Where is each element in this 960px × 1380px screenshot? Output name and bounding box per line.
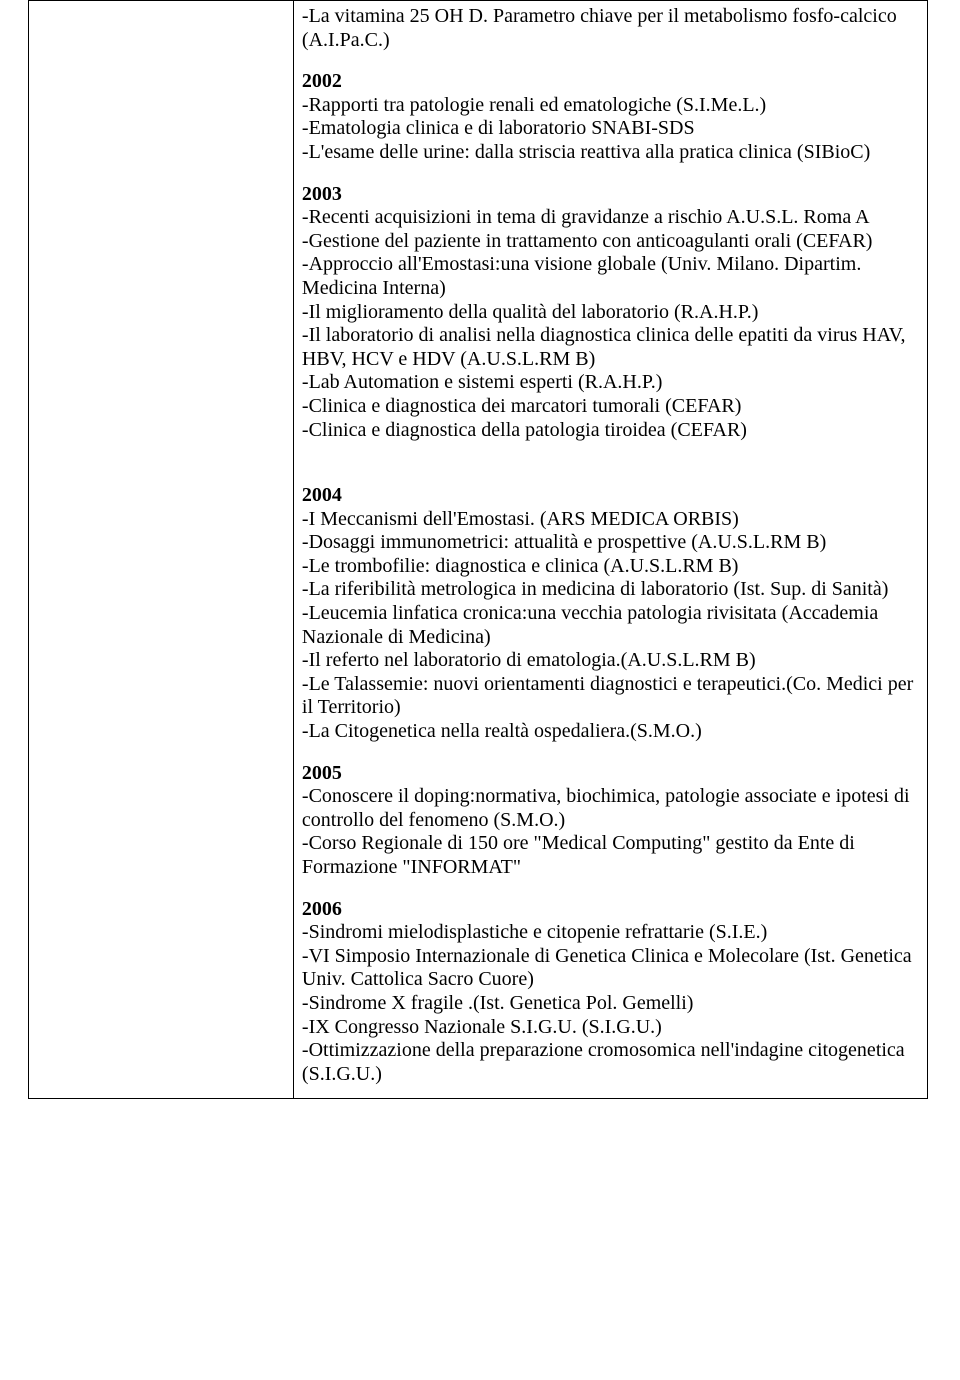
list-item: -Sindrome X fragile .(Ist. Genetica Pol.…: [302, 992, 919, 1016]
list-item: -Dosaggi immunometrici: attualità e pros…: [302, 531, 919, 555]
section-2002: 2002 -Rapporti tra patologie renali ed e…: [302, 70, 919, 164]
list-item: -La Citogenetica nella realtà ospedalier…: [302, 720, 919, 744]
document-table: -La vitamina 25 OH D. Parametro chiave p…: [28, 0, 928, 1099]
section-2003: 2003 -Recenti acquisizioni in tema di gr…: [302, 183, 919, 443]
list-item: -Conoscere il doping:normativa, biochimi…: [302, 785, 919, 832]
list-item: -Le Talassemie: nuovi orientamenti diagn…: [302, 673, 919, 720]
right-column: -La vitamina 25 OH D. Parametro chiave p…: [293, 1, 927, 1099]
list-item: -Il miglioramento della qualità del labo…: [302, 301, 919, 325]
section-2004: 2004 -I Meccanismi dell'Emostasi. (ARS M…: [302, 484, 919, 744]
list-item: -Approccio all'Emostasi:una visione glob…: [302, 253, 919, 300]
year-heading: 2002: [302, 70, 919, 94]
list-item: -Ematologia clinica e di laboratorio SNA…: [302, 117, 919, 141]
list-item: -Gestione del paziente in trattamento co…: [302, 230, 919, 254]
list-item: -Clinica e diagnostica della patologia t…: [302, 419, 919, 443]
list-item: -Leucemia linfatica cronica:una vecchia …: [302, 602, 919, 649]
intro-line: -La vitamina 25 OH D. Parametro chiave p…: [302, 5, 919, 52]
list-item: -Il laboratorio di analisi nella diagnos…: [302, 324, 919, 371]
list-item: -I Meccanismi dell'Emostasi. (ARS MEDICA…: [302, 508, 919, 532]
year-heading: 2004: [302, 484, 919, 508]
list-item: -VI Simposio Internazionale di Genetica …: [302, 945, 919, 992]
list-item: -Sindromi mielodisplastiche e citopenie …: [302, 921, 919, 945]
list-item: -IX Congresso Nazionale S.I.G.U. (S.I.G.…: [302, 1016, 919, 1040]
list-item: -Corso Regionale di 150 ore "Medical Com…: [302, 832, 919, 879]
year-heading: 2003: [302, 183, 919, 207]
section-2005: 2005 -Conoscere il doping:normativa, bio…: [302, 762, 919, 880]
intro-block: -La vitamina 25 OH D. Parametro chiave p…: [302, 5, 919, 52]
left-column: [29, 1, 294, 1099]
list-item: -Recenti acquisizioni in tema di gravida…: [302, 206, 919, 230]
year-heading: 2005: [302, 762, 919, 786]
year-heading: 2006: [302, 898, 919, 922]
list-item: -Rapporti tra patologie renali ed ematol…: [302, 94, 919, 118]
list-item: -Clinica e diagnostica dei marcatori tum…: [302, 395, 919, 419]
list-item: -L'esame delle urine: dalla striscia rea…: [302, 141, 919, 165]
list-item: -La riferibilità metrologica in medicina…: [302, 578, 919, 602]
section-2006: 2006 -Sindromi mielodisplastiche e citop…: [302, 898, 919, 1087]
list-item: -Il referto nel laboratorio di ematologi…: [302, 649, 919, 673]
list-item: -Lab Automation e sistemi esperti (R.A.H…: [302, 371, 919, 395]
list-item: -Ottimizzazione della preparazione cromo…: [302, 1039, 919, 1086]
list-item: -Le trombofilie: diagnostica e clinica (…: [302, 555, 919, 579]
